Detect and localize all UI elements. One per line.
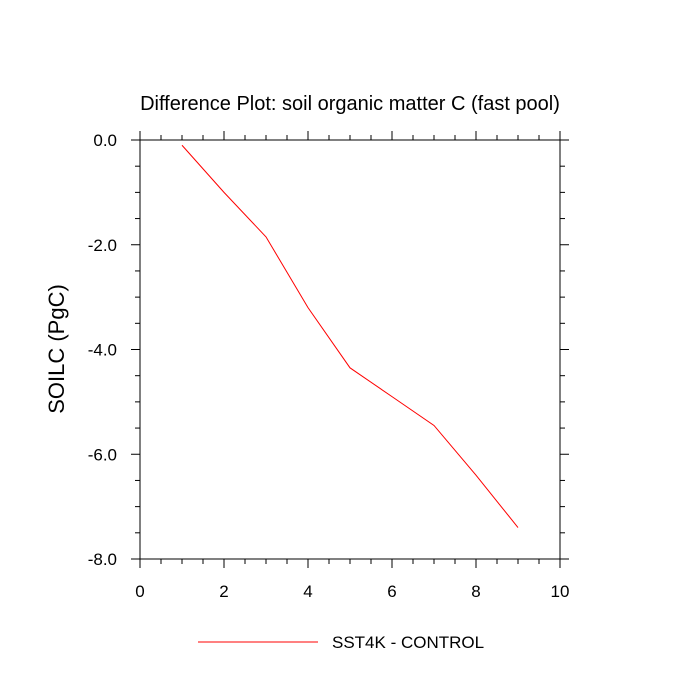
series-group <box>181 144 519 528</box>
y-axis-label: SOILC (PgC) <box>44 284 69 414</box>
x-tick-label: 8 <box>471 582 480 601</box>
x-tick-label: 10 <box>551 582 570 601</box>
x-tick-label: 2 <box>219 582 228 601</box>
chart-title: Difference Plot: soil organic matter C (… <box>140 93 560 115</box>
x-tick-label: 6 <box>387 582 396 601</box>
y-tick-label: -6.0 <box>88 445 117 464</box>
major-ticks <box>131 131 569 568</box>
legend-label: SST4K - CONTROL <box>332 633 484 652</box>
y-tick-label: -4.0 <box>88 341 117 360</box>
legend: SST4K - CONTROL <box>198 633 484 652</box>
x-tick-labels: 0 2 4 6 8 10 <box>135 582 569 601</box>
y-tick-labels: 0.0 -2.0 -4.0 -6.0 -8.0 <box>88 131 117 569</box>
minor-ticks <box>135 135 565 564</box>
series-line-0 <box>181 144 519 528</box>
x-tick-label: 4 <box>303 582 312 601</box>
y-tick-label: 0.0 <box>93 131 117 150</box>
x-tick-label: 0 <box>135 582 144 601</box>
plot-frame <box>139 139 561 560</box>
y-tick-label: -2.0 <box>88 236 117 255</box>
y-tick-label: -8.0 <box>88 550 117 569</box>
